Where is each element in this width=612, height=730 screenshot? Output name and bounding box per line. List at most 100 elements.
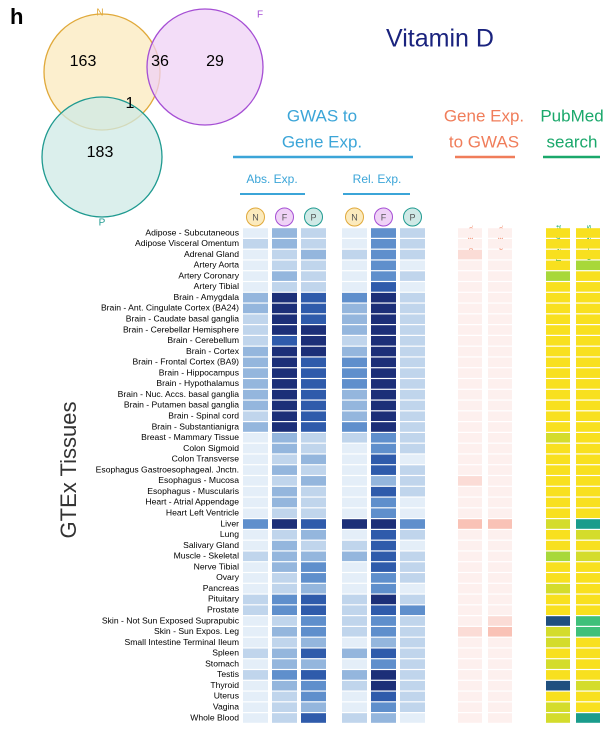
heat-cell: [243, 551, 268, 562]
heat-cell: [243, 616, 268, 626]
heat-cell: [371, 454, 396, 465]
tissue-label: Breast - Mammary Tissue: [141, 432, 239, 442]
heat-cell: [243, 325, 268, 335]
heat-cell: [458, 637, 482, 648]
heat-cell: [243, 314, 268, 325]
heat-cell: [458, 282, 482, 292]
heat-cell: [371, 292, 396, 303]
heat-cell: [576, 551, 600, 562]
heat-cell: [488, 400, 512, 411]
heat-cell: [342, 605, 367, 616]
heat-cell: [342, 303, 367, 314]
heat-cell: [243, 626, 268, 637]
heat-cell: [243, 422, 268, 432]
tissue-label: Colon Transverse: [172, 454, 240, 464]
heat-cell: [371, 400, 396, 411]
heat-cell: [301, 486, 326, 497]
heat-cell: [576, 422, 600, 432]
heat-cell: [576, 573, 600, 583]
heat-cell: [400, 670, 425, 680]
heat-cell: [400, 659, 425, 669]
heat-cell: [458, 713, 482, 723]
heat-cell: [371, 303, 396, 314]
heat-cell: [272, 702, 297, 713]
heat-cell: [400, 346, 425, 357]
heat-cell: [488, 379, 512, 389]
heat-cell: [371, 626, 396, 637]
heat-cell: [342, 540, 367, 551]
set-badge: [246, 207, 265, 227]
heat-cell: [546, 497, 570, 508]
heat-cell: [371, 486, 396, 497]
heat-cell: [546, 605, 570, 616]
heat-cell: [272, 282, 297, 292]
heat-cell: [546, 292, 570, 303]
tissue-label: Artery Tibial: [194, 281, 239, 291]
heat-cell: [546, 670, 570, 680]
heat-cell: [546, 540, 570, 551]
heat-cell: [546, 260, 570, 271]
heat-cell: [458, 238, 482, 249]
venn-count: 29: [206, 53, 224, 70]
venn-circle: [41, 96, 163, 218]
tissue-label: Brain - Putamen basal ganglia: [124, 400, 239, 410]
heat-cell: [576, 476, 600, 486]
heat-cell: [458, 670, 482, 680]
tissue-label: Prostate: [207, 604, 239, 614]
heat-cell: [576, 389, 600, 400]
heat-cell: [488, 540, 512, 551]
heat-cell: [488, 228, 512, 238]
heat-cell: [458, 389, 482, 400]
heat-cell: [371, 713, 396, 723]
heat-cell: [400, 476, 425, 486]
tissue-label: Muscle - Skeletal: [174, 551, 240, 561]
heat-cell: [243, 508, 268, 519]
heat-cell: [243, 443, 268, 454]
heat-cell: [488, 551, 512, 562]
tissue-label: Nerve Tibial: [194, 561, 239, 571]
heat-cell: [342, 702, 367, 713]
tissue-label: Skin - Sun Expos. Leg: [154, 626, 239, 636]
heat-cell: [488, 616, 512, 626]
heat-cell: [301, 357, 326, 368]
heat-cell: [400, 702, 425, 713]
heat-cell: [488, 594, 512, 605]
heat-cell: [488, 260, 512, 271]
heat-cell: [546, 432, 570, 443]
heat-cell: [546, 379, 570, 389]
heat-cell: [243, 432, 268, 443]
heat-cell: [371, 691, 396, 702]
heat-cell: [458, 249, 482, 260]
set-badge: [403, 207, 422, 227]
heat-cell: [400, 465, 425, 475]
heat-cell: [301, 292, 326, 303]
heat-cell: [301, 626, 326, 637]
venn-circle: [146, 8, 264, 126]
heat-cell: [488, 346, 512, 357]
heat-cell: [371, 228, 396, 238]
heat-cell: [458, 529, 482, 540]
tissue-label: Heart Left Ventricle: [166, 507, 239, 517]
heat-cell: [371, 238, 396, 249]
heat-cell: [488, 249, 512, 260]
heat-cell: [400, 357, 425, 368]
heat-cell: [301, 346, 326, 357]
heat-cell: [546, 303, 570, 314]
heat-cell: [488, 497, 512, 508]
heat-cell: [301, 540, 326, 551]
heat-cell: [272, 271, 297, 281]
heat-cell: [272, 228, 297, 238]
heat-cell: [576, 443, 600, 454]
heat-cell: [576, 605, 600, 616]
heat-cell: [458, 368, 482, 378]
heat-cell: [301, 249, 326, 260]
heat-cell: [371, 519, 396, 529]
heat-cell: [243, 271, 268, 281]
heat-cell: [400, 594, 425, 605]
heat-cell: [371, 476, 396, 486]
heat-cell: [342, 271, 367, 281]
heat-cell: [243, 637, 268, 648]
heat-cell: [301, 465, 326, 475]
heat-cell: [400, 713, 425, 723]
group-title: Gene Exp.: [282, 132, 362, 151]
